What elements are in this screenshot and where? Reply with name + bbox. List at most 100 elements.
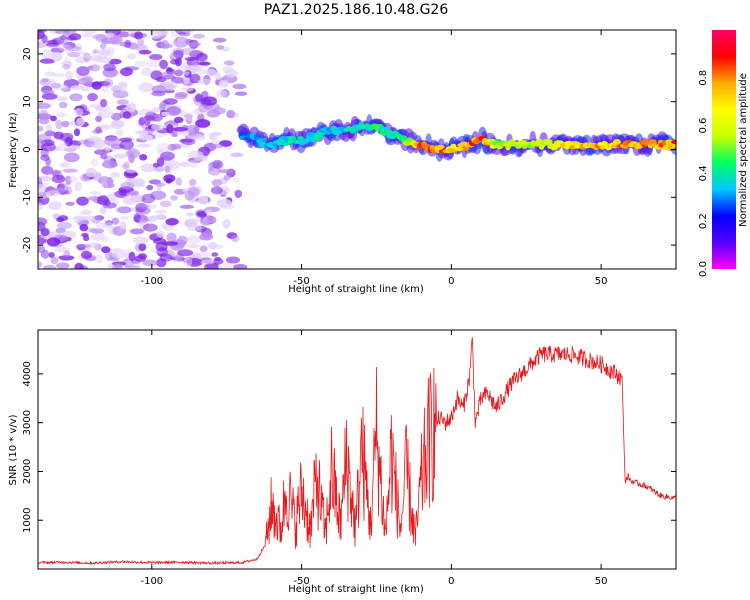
noise-blob — [58, 101, 68, 109]
noise-blob — [48, 252, 55, 258]
noise-blob — [38, 41, 48, 48]
noise-blob — [154, 209, 168, 214]
noise-blob — [82, 33, 93, 38]
noise-blob — [50, 115, 57, 122]
noise-blob — [186, 124, 200, 133]
noise-blob — [115, 264, 123, 269]
noise-blob — [139, 154, 148, 161]
noise-blob — [70, 145, 81, 150]
snr-ylabel: SNR (10 * v/v) — [8, 414, 19, 485]
noise-blob — [92, 129, 103, 134]
noise-blob — [187, 129, 201, 136]
noise-blob — [129, 190, 139, 196]
noise-blob — [193, 133, 206, 141]
noise-blob — [39, 58, 55, 64]
noise-blob — [198, 61, 211, 66]
noise-blob — [133, 236, 149, 245]
ridge-core — [456, 146, 464, 152]
noise-blob — [64, 57, 71, 66]
noise-blob — [182, 30, 195, 34]
noise-blob — [110, 171, 121, 178]
noise-blob — [91, 158, 99, 167]
noise-blob — [103, 78, 114, 88]
noise-blob — [127, 53, 137, 60]
noise-blob — [61, 120, 70, 128]
noise-blob — [85, 167, 97, 178]
noise-blob — [211, 186, 223, 195]
noise-blob — [111, 120, 126, 128]
noise-blob — [225, 256, 241, 264]
noise-blob — [208, 133, 216, 141]
noise-blob — [218, 169, 234, 174]
noise-blob — [63, 152, 80, 163]
noise-blob — [214, 71, 222, 81]
noise-blob — [146, 184, 154, 191]
noise-blob — [177, 235, 188, 245]
noise-blob — [112, 153, 129, 159]
noise-blob — [147, 215, 157, 223]
noise-blob — [38, 202, 44, 211]
noise-blob — [81, 251, 92, 259]
noise-blob — [165, 218, 179, 226]
noise-blob — [62, 64, 71, 70]
noise-blob — [222, 66, 234, 74]
noise-blob — [133, 178, 146, 188]
noise-blob — [138, 49, 152, 55]
noise-blob — [176, 37, 186, 43]
noise-blob — [186, 224, 202, 232]
noise-blob — [168, 107, 182, 115]
noise-blob — [173, 50, 184, 59]
noise-blob — [143, 115, 156, 121]
noise-blob — [68, 33, 82, 41]
noise-blob — [50, 257, 59, 264]
noise-blob — [44, 130, 56, 137]
ridge-core — [450, 143, 457, 149]
noise-blob — [206, 109, 220, 118]
noise-blob — [129, 228, 145, 235]
noise-blob — [38, 102, 51, 109]
noise-blob — [120, 163, 129, 169]
noise-blob — [104, 136, 120, 147]
noise-blob — [53, 131, 64, 140]
noise-blob — [183, 257, 193, 267]
noise-blob — [172, 69, 185, 76]
noise-blob — [134, 60, 147, 68]
ridge-blobs — [236, 114, 676, 162]
noise-blob — [151, 123, 164, 131]
noise-blob — [101, 87, 109, 93]
noise-blob — [124, 39, 132, 49]
snr-line — [38, 337, 676, 566]
ridge-core — [543, 138, 553, 146]
noise-blob — [49, 30, 57, 34]
y-tick-label: 0 — [22, 146, 33, 152]
noise-blob — [207, 241, 217, 250]
noise-blob — [110, 112, 122, 121]
noise-blob — [128, 153, 135, 164]
noise-blob — [215, 89, 227, 98]
y-tick-label: 10 — [22, 95, 33, 108]
noise-blob — [198, 104, 209, 113]
noise-blob — [173, 116, 184, 124]
noise-blob — [109, 35, 123, 45]
noise-blob — [186, 244, 201, 248]
noise-blob — [152, 162, 160, 168]
noise-blob — [48, 201, 62, 211]
noise-blob — [70, 85, 85, 90]
y-tick-label: -10 — [22, 189, 33, 205]
noise-blob — [100, 42, 107, 50]
noise-blob — [166, 232, 177, 242]
noise-blob — [41, 34, 48, 44]
noise-blob — [223, 60, 235, 66]
noise-blob — [111, 251, 127, 259]
colorbar-tick-label: 0.6 — [698, 118, 709, 134]
noise-blob — [188, 178, 197, 186]
noise-blob — [67, 51, 81, 58]
noise-blob — [56, 112, 66, 118]
noise-blob — [181, 138, 196, 145]
noise-blob — [73, 128, 81, 137]
noise-blob — [150, 190, 167, 200]
noise-blob — [83, 235, 90, 242]
noise-blob — [134, 31, 143, 40]
noise-blob — [175, 177, 182, 186]
